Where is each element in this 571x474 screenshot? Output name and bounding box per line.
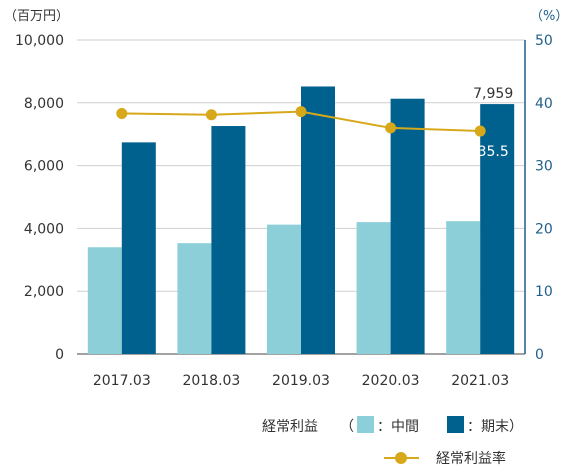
bar-interim-2021.03 — [446, 221, 481, 354]
legend-bar-group-label: 経常利益 — [262, 419, 318, 435]
ratio-point-2018.03 — [205, 109, 217, 121]
right-tick-label: 30 — [535, 159, 553, 175]
right-axis-ticks: 0 10 20 30 40 50 — [535, 33, 553, 363]
ratio-point-2020.03 — [385, 122, 397, 134]
left-tick-label: 6,000 — [24, 159, 64, 175]
bar-final-2019.03 — [301, 86, 335, 355]
category-labels: 2017.03 2018.03 2019.03 2020.03 2021.03 — [93, 373, 509, 389]
legend-swatch-interim — [357, 416, 374, 433]
bar-interim-2020.03 — [356, 222, 391, 354]
ratio-line — [116, 106, 486, 137]
bar-interim-2019.03 — [267, 224, 301, 354]
legend-line-label: 経常利益率 — [436, 450, 506, 467]
legend-interim-label: ：中間 — [377, 419, 419, 435]
right-tick-label: 0 — [535, 347, 544, 363]
bar-interim-2018.03 — [177, 243, 212, 354]
right-tick-label: 50 — [535, 33, 553, 49]
left-tick-label: 10,000 — [15, 33, 64, 49]
bars — [87, 86, 515, 355]
left-axis-ticks: 0 2,000 4,000 6,000 8,000 10,000 — [15, 33, 64, 363]
category-label: 2021.03 — [451, 373, 509, 389]
right-tick-label: 20 — [535, 221, 553, 237]
bar-final-2021.03 — [480, 104, 515, 354]
left-axis-unit: （百万円） — [4, 9, 69, 24]
left-tick-label: 4,000 — [24, 221, 64, 237]
legend-line-marker — [395, 452, 407, 464]
legend-final-label: ：期末） — [467, 419, 523, 435]
category-label: 2018.03 — [182, 373, 240, 389]
bar-final-2020.03 — [390, 98, 425, 354]
ratio-point-2021.03 — [474, 125, 486, 137]
legend-open-paren: （ — [340, 419, 354, 435]
data-label-ratio-2021: 35.5 — [478, 144, 509, 160]
right-tick-label: 40 — [535, 96, 553, 112]
right-tick-label: 10 — [535, 284, 553, 300]
category-label: 2020.03 — [362, 373, 420, 389]
bar-final-2017.03 — [121, 142, 156, 354]
category-label: 2019.03 — [272, 373, 330, 389]
data-label-final-2021: 7,959 — [473, 86, 513, 102]
bar-final-2018.03 — [211, 126, 246, 354]
left-tick-label: 8,000 — [24, 96, 64, 112]
left-tick-label: 2,000 — [24, 284, 64, 300]
legend: 経常利益 （ ：中間 ：期末） 経常利益率 — [262, 416, 523, 467]
category-label: 2017.03 — [93, 373, 151, 389]
right-axis-unit: （%） — [530, 9, 568, 24]
legend-swatch-final — [447, 416, 464, 433]
ratio-point-2019.03 — [295, 106, 307, 118]
left-tick-label: 0 — [55, 347, 64, 363]
ratio-point-2017.03 — [116, 107, 128, 119]
bar-interim-2017.03 — [87, 247, 122, 354]
